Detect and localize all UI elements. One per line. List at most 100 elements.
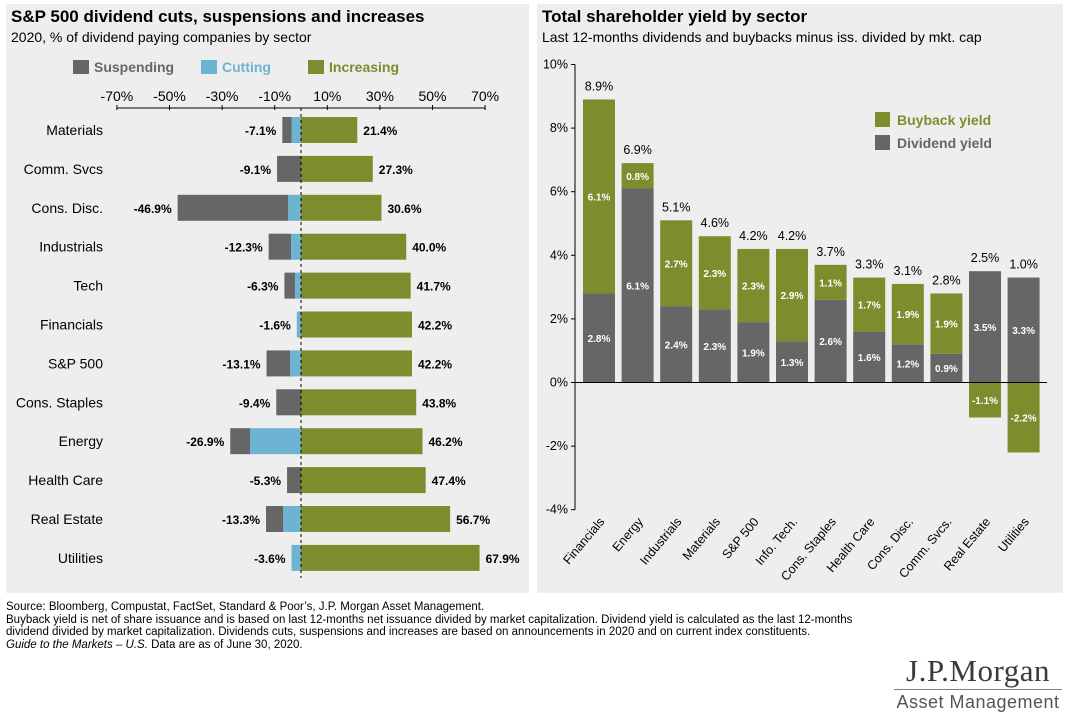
negative-total-label: -26.9% [186,435,224,449]
negative-total-label: -1.6% [259,319,291,333]
increasing-value-label: 43.8% [422,396,456,410]
dividend-value-label: 2.6% [819,337,842,348]
total-yield-label: 5.1% [662,200,691,214]
bar-cutting [249,428,301,455]
total-yield-label: 2.5% [971,251,1000,265]
guide-title: Guide to the Markets – U.S. [6,638,148,651]
bar-cutting [283,506,301,532]
dividend-value-label: 6.1% [626,282,649,293]
legend-swatch-suspending [73,60,89,74]
bar-dividend-yield [737,322,770,383]
dividend-changes-chart: Suspending Cutting Increasing -70% -50% -30% -… [16,59,520,578]
x-tick-label: 30% [366,88,394,104]
category-label: Industrials [39,239,103,255]
logo-divider [894,689,1062,690]
increasing-value-label: 46.2% [429,435,463,449]
total-yield-label: 3.3% [855,258,884,272]
dividend-value-label: 1.3% [781,358,804,369]
dividend-value-label: 2.8% [588,334,611,345]
dividend-value-label: 1.9% [742,348,765,359]
negative-total-label: -13.1% [223,357,261,371]
legend-label-cutting: Cutting [222,59,271,75]
bar-dividend-yield [660,306,693,383]
negative-total-label: -6.3% [247,280,279,294]
bar-dividend-yield [621,188,654,383]
bar-buyback-yield [814,264,847,300]
category-label: Energy [59,433,103,449]
bar-cutting [291,233,301,260]
category-label: Utilities [995,515,1032,555]
bar-buyback-yield [737,248,770,323]
bar-buyback-yield [698,236,731,310]
buyback-value-label: -1.1% [972,396,998,407]
buyback-value-label: 1.1% [819,278,842,289]
category-label: Utilities [58,550,103,566]
category-label: Materials [46,122,103,138]
category-label: Financials [40,317,103,333]
category-label: S&P 500 [48,355,103,371]
bar-increasing [301,233,407,260]
source-note: Source: Bloomberg, Compustat, FactSet, S… [6,601,485,613]
category-label: Cons. Staples [16,394,103,410]
total-yield-label: 6.9% [623,143,652,157]
increasing-value-label: 67.9% [486,552,520,566]
x-tick-label: -50% [153,88,186,104]
negative-total-label: -7.1% [245,124,277,138]
bar-cutting [291,117,301,143]
left-chart-subtitle: 2020, % of dividend paying companies by … [11,29,312,45]
total-yield-label: 1.0% [1009,258,1038,272]
jpmorgan-logo: J.P.Morgan Asset Management [894,655,1062,713]
guide-note: Guide to the Markets – U.S. Data are as … [6,639,866,652]
legend-swatch-increasing [308,60,324,74]
legend-label-suspending: Suspending [94,59,174,75]
y-tick-label: -2% [546,439,568,453]
dividend-value-label: 0.9% [935,364,958,375]
right-chart-subtitle: Last 12-months dividends and buybacks mi… [542,29,982,45]
bar-dividend-yield [853,331,886,383]
category-label: Health Care [28,472,103,488]
logo-name: J.P.Morgan [906,653,1050,688]
dividend-value-label: 3.3% [1012,326,1035,337]
bar-cutting [296,311,301,338]
bar-buyback-yield [660,220,693,307]
bar-buyback-yield [776,248,808,342]
negative-total-label: -46.9% [134,202,172,216]
increasing-value-label: 42.2% [418,319,452,333]
buyback-value-label: 1.7% [858,301,881,312]
buyback-value-label: 6.1% [588,192,611,203]
category-label: Energy [610,514,647,554]
buyback-value-label: -2.2% [1011,413,1037,424]
bar-suspending [266,350,291,377]
category-label: Cons. Disc. [31,200,103,216]
bar-suspending [266,506,284,532]
bar-suspending [277,155,301,182]
buyback-value-label: 2.9% [781,291,804,302]
x-tick-label: -10% [258,88,291,104]
bar-dividend-yield [1007,277,1040,383]
bar-increasing [301,311,412,338]
bar-dividend-yield [583,293,615,383]
total-yield-label: 8.9% [585,79,614,93]
bar-buyback-yield [853,277,886,332]
logo-subtitle: Asset Management [896,692,1060,712]
bar-dividend-yield [969,271,1001,383]
bar-increasing [301,194,382,221]
category-label: Comm. Svcs [24,161,103,177]
legend-swatch-cutting [201,60,217,74]
negative-total-label: -9.4% [239,396,271,410]
negative-total-label: -9.1% [240,163,272,177]
total-yield-label: 3.1% [894,264,923,278]
total-yield-label: 4.6% [701,216,730,230]
y-tick-label: 4% [550,248,568,262]
increasing-value-label: 47.4% [432,474,466,488]
increasing-value-label: 40.0% [412,241,446,255]
total-yield-label: 3.7% [816,245,845,259]
buyback-value-label: 2.7% [665,259,688,270]
bar-dividend-yield [891,344,924,383]
right-chart-title: Total shareholder yield by sector [542,7,808,26]
dividend-value-label: 2.4% [665,340,688,351]
y-tick-label: 8% [550,121,568,135]
dividend-value-label: 2.3% [703,342,726,353]
left-chart-title: S&P 500 dividend cuts, suspensions and i… [11,7,425,26]
x-tick-label: 70% [471,88,499,104]
